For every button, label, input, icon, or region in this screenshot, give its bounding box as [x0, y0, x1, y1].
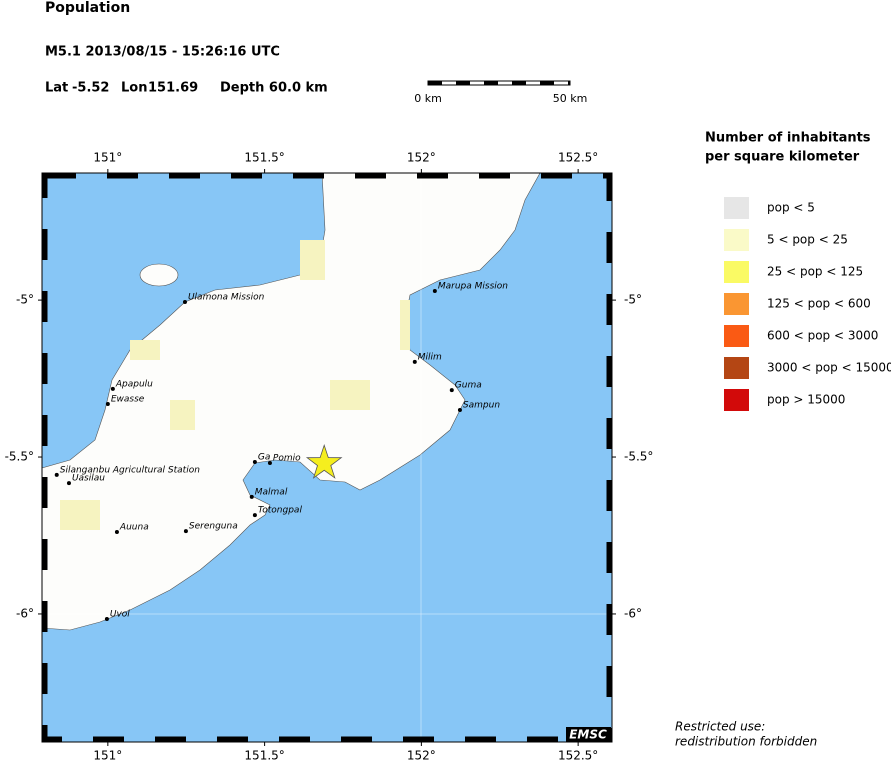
- credit-box: [566, 727, 611, 742]
- lon-tick-label: 151°: [93, 151, 122, 165]
- notice: redistribution forbidden: [675, 735, 817, 749]
- scale-end: 50 km: [553, 92, 588, 105]
- place-label: Ulamona Mission: [188, 292, 265, 302]
- pop-patch: [60, 500, 100, 530]
- legend-label: 3000 < pop < 15000: [767, 361, 891, 375]
- legend-swatch: [724, 325, 749, 347]
- place-dot: [104, 616, 109, 621]
- population-patches: [60, 240, 410, 530]
- event-info: M5.1 2013/08/15 - 15:26:16 UTC: [45, 45, 280, 60]
- legend-label: 25 < pop < 125: [767, 265, 863, 279]
- lon-value: 151.69: [148, 81, 198, 96]
- legend-label: pop < 5: [767, 201, 815, 215]
- lat-tick-label: -5°: [624, 293, 642, 307]
- lat-tick-label: -5.5°: [5, 450, 34, 464]
- place-dot: [267, 460, 272, 465]
- lon-tick-label: 152°: [407, 151, 436, 165]
- place-dot: [110, 386, 115, 391]
- place-label: Guma: [455, 381, 482, 391]
- place-dot: [432, 289, 437, 294]
- place-label: Uasilau: [72, 474, 105, 484]
- place-label: Uvol: [110, 609, 130, 619]
- place-label: Milim: [418, 352, 442, 362]
- legend-label: pop > 15000: [767, 393, 845, 407]
- place-dot: [114, 530, 119, 535]
- place-label: Ga: [258, 453, 271, 463]
- scale-start: 0 km: [414, 92, 442, 105]
- place-dot: [252, 513, 257, 518]
- island: [139, 263, 179, 287]
- place-label: Pomio: [273, 453, 301, 463]
- lat-tick-label: -6°: [624, 606, 642, 620]
- place-label: Serenguna: [189, 522, 238, 532]
- legend-label: 5 < pop < 25: [767, 233, 848, 247]
- legend-swatch: [724, 197, 749, 219]
- place-dot: [183, 529, 188, 534]
- lat-tick-label: -5.5°: [624, 450, 653, 464]
- pop-patch: [300, 240, 325, 280]
- place-dot: [449, 388, 454, 393]
- lon-tick-label: 151°: [93, 749, 122, 763]
- depth: Depth 60.0 km: [220, 81, 328, 96]
- lon-label: Lon: [121, 81, 147, 96]
- notice: Restricted use:: [675, 720, 765, 734]
- place-dot: [457, 407, 462, 412]
- place-dot: [66, 481, 71, 486]
- lon-tick-label: 152.5°: [558, 151, 598, 165]
- legend-swatch: [724, 293, 749, 315]
- pop-patch: [330, 380, 370, 410]
- pop-patch: [130, 340, 160, 360]
- lon-tick-label: 152°: [407, 749, 436, 763]
- lat-value: -5.52: [72, 81, 109, 96]
- place-dot: [182, 299, 187, 304]
- title: Population: [45, 0, 130, 16]
- pop-patch: [400, 300, 410, 350]
- place-label: Marupa Mission: [438, 282, 508, 292]
- place-label: Apapulu: [115, 379, 153, 389]
- lon-tick-label: 151.5°: [244, 749, 284, 763]
- epicenter: [305, 444, 343, 479]
- legend-title: per square kilometer: [705, 150, 860, 165]
- place-label: Ewasse: [111, 394, 145, 404]
- place-dot: [252, 460, 257, 465]
- place-label: Silanganbu Agricultural Station: [60, 465, 200, 475]
- legend-swatch: [724, 261, 749, 283]
- place-label: Sampun: [463, 400, 500, 410]
- place-dot: [105, 401, 110, 406]
- place-dot: [412, 359, 417, 364]
- place-label: Totongpal: [258, 506, 303, 516]
- lat-label: Lat: [45, 81, 68, 96]
- legend-swatch: [724, 229, 749, 251]
- legend-label: 125 < pop < 600: [767, 297, 871, 311]
- lat-tick-label: -5°: [16, 293, 34, 307]
- place-label: Malmal: [255, 487, 288, 497]
- lon-tick-label: 151.5°: [244, 151, 284, 165]
- legend-title: Number of inhabitants: [705, 131, 871, 146]
- place-label: Auuna: [119, 523, 149, 533]
- legend-label: 600 < pop < 3000: [767, 329, 878, 343]
- place-dot: [249, 494, 254, 499]
- lat-tick-label: -6°: [16, 606, 34, 620]
- map-marks: 151° 151° 151.5° 151.5° 152° 152° 152.5° 152.5°…: [5, 151, 654, 763]
- lon-tick-label: 152.5°: [558, 749, 598, 763]
- map: EMSC: [41, 172, 613, 743]
- place-dot: [54, 472, 59, 477]
- scale-bar: 0 km 50 km: [414, 80, 588, 105]
- legend-swatch: [724, 357, 749, 379]
- legend-swatch: [724, 389, 749, 411]
- pop-patch: [170, 400, 195, 430]
- legend: pop < 5 5 < pop < 25 25 < pop < 125 125 < p…: [724, 197, 891, 411]
- credit: EMSC: [569, 728, 607, 742]
